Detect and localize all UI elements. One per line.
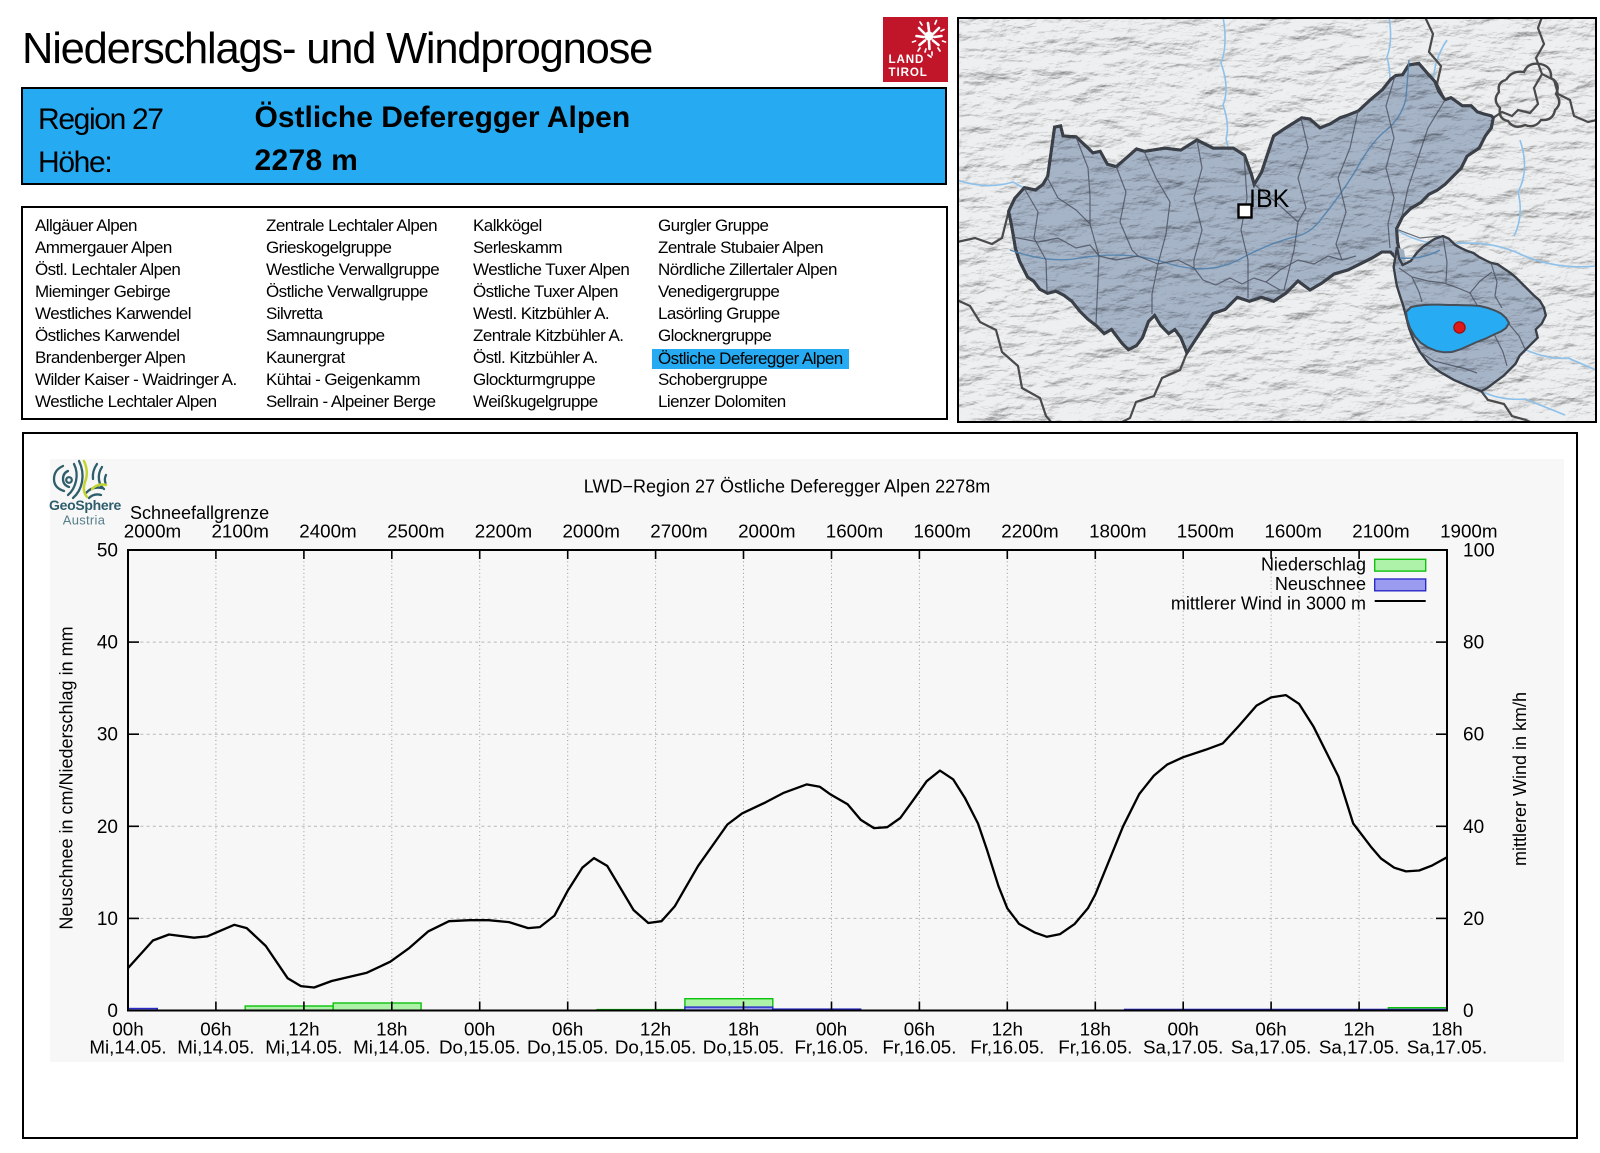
svg-text:1900m: 1900m [1440,521,1497,542]
svg-text:40: 40 [97,633,118,654]
svg-text:2000m: 2000m [738,521,795,542]
svg-text:Mi,14.05.: Mi,14.05. [265,1037,342,1058]
svg-text:12h: 12h [1343,1018,1374,1039]
svg-text:1600m: 1600m [913,521,970,542]
svg-text:LWD−Region 27 Östliche Defereg: LWD−Region 27 Östliche Deferegger Alpen … [584,477,990,497]
svg-text:Fr,16.05.: Fr,16.05. [970,1037,1044,1058]
svg-text:mittlerer Wind in km/h: mittlerer Wind in km/h [1510,692,1530,866]
svg-text:TIROL: TIROL [889,66,928,79]
svg-text:Sa,17.05.: Sa,17.05. [1143,1037,1223,1058]
svg-text:Austria: Austria [63,513,106,528]
svg-text:GeoSphere: GeoSphere [49,497,122,513]
svg-text:100: 100 [1463,541,1495,562]
svg-text:Fr,16.05.: Fr,16.05. [794,1037,868,1058]
svg-text:2000m: 2000m [124,521,181,542]
svg-text:1800m: 1800m [1089,521,1146,542]
svg-text:30: 30 [97,725,118,746]
svg-text:00h: 00h [1168,1018,1199,1039]
svg-text:2700m: 2700m [650,521,707,542]
svg-text:20: 20 [1463,909,1484,930]
svg-text:12h: 12h [288,1018,319,1039]
svg-text:Neuschnee: Neuschnee [1275,574,1366,594]
svg-text:Schneefallgrenze: Schneefallgrenze [130,503,269,523]
svg-text:Do,15.05.: Do,15.05. [527,1037,608,1058]
svg-text:2100m: 2100m [1352,521,1409,542]
svg-text:12h: 12h [992,1018,1023,1039]
svg-text:12h: 12h [640,1018,671,1039]
svg-text:Neuschnee in cm/Niederschlag i: Neuschnee in cm/Niederschlag in mm [57,626,77,929]
svg-text:18h: 18h [1080,1018,1111,1039]
svg-text:0: 0 [107,1001,118,1022]
svg-text:2500m: 2500m [387,521,444,542]
svg-text:Do,15.05.: Do,15.05. [615,1037,696,1058]
svg-text:1600m: 1600m [1264,521,1321,542]
svg-text:60: 60 [1463,725,1484,746]
svg-text:40: 40 [1463,817,1484,838]
svg-text:00h: 00h [816,1018,847,1039]
svg-text:0: 0 [1463,1001,1474,1022]
svg-text:1600m: 1600m [826,521,883,542]
svg-text:Mi,14.05.: Mi,14.05. [177,1037,254,1058]
svg-text:00h: 00h [112,1018,143,1039]
svg-text:18h: 18h [1431,1018,1462,1039]
svg-text:00h: 00h [464,1018,495,1039]
svg-text:Mi,14.05.: Mi,14.05. [89,1037,166,1058]
svg-text:LAND: LAND [889,53,925,66]
svg-text:Sa,17.05.: Sa,17.05. [1319,1037,1399,1058]
svg-text:2000m: 2000m [562,521,619,542]
svg-text:06h: 06h [904,1018,935,1039]
svg-text:Fr,16.05.: Fr,16.05. [882,1037,956,1058]
svg-text:06h: 06h [200,1018,231,1039]
svg-text:Mi,14.05.: Mi,14.05. [353,1037,430,1058]
svg-text:10: 10 [97,909,118,930]
svg-text:Fr,16.05.: Fr,16.05. [1058,1037,1132,1058]
svg-text:50: 50 [97,541,118,562]
svg-text:Do,15.05.: Do,15.05. [439,1037,520,1058]
svg-text:Niederschlag: Niederschlag [1261,554,1366,574]
svg-text:Sa,17.05.: Sa,17.05. [1407,1037,1487,1058]
svg-text:Sa,17.05.: Sa,17.05. [1231,1037,1311,1058]
svg-text:80: 80 [1463,633,1484,654]
svg-text:2100m: 2100m [211,521,268,542]
svg-text:mittlerer Wind in 3000 m: mittlerer Wind in 3000 m [1171,594,1366,614]
svg-text:IBK: IBK [1249,185,1290,213]
svg-text:1500m: 1500m [1177,521,1234,542]
svg-text:06h: 06h [1255,1018,1286,1039]
svg-text:2400m: 2400m [299,521,356,542]
svg-text:Do,15.05.: Do,15.05. [703,1037,784,1058]
svg-text:18h: 18h [376,1018,407,1039]
svg-text:2200m: 2200m [475,521,532,542]
svg-text:20: 20 [97,817,118,838]
svg-text:2200m: 2200m [1001,521,1058,542]
svg-text:06h: 06h [552,1018,583,1039]
svg-text:18h: 18h [728,1018,759,1039]
